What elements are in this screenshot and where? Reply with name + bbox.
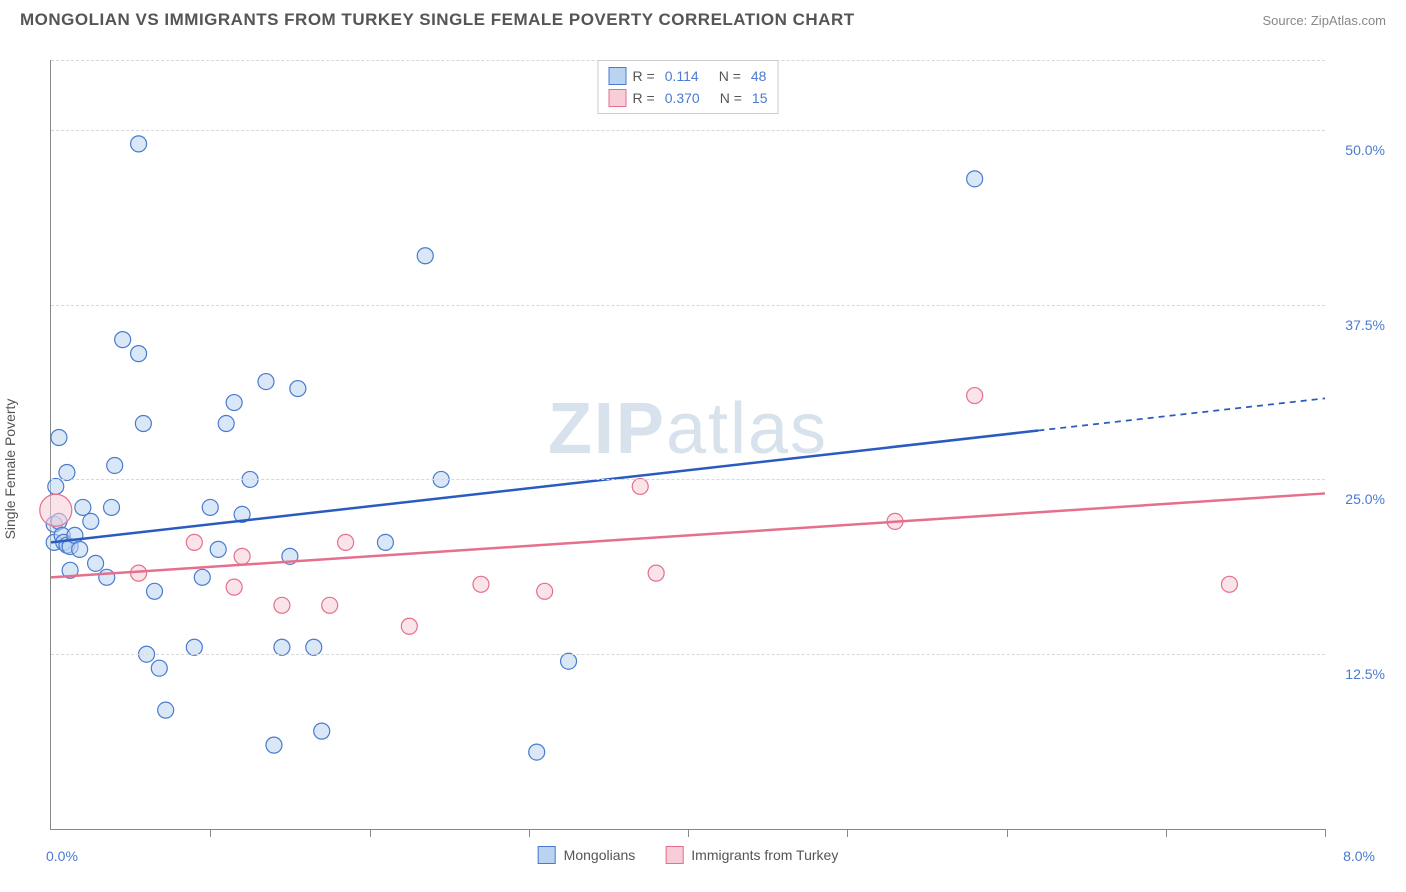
data-point — [967, 388, 983, 404]
data-point — [59, 464, 75, 480]
data-point — [135, 416, 151, 432]
legend-row-blue: R = 0.114 N = 48 — [609, 65, 768, 87]
n-label: N = — [719, 65, 741, 87]
data-point — [107, 457, 123, 473]
data-point — [194, 569, 210, 585]
data-point — [377, 534, 393, 550]
data-point — [131, 136, 147, 152]
correlation-legend: R = 0.114 N = 48 R = 0.370 N = 15 — [598, 60, 779, 114]
data-point — [401, 618, 417, 634]
legend-label: Immigrants from Turkey — [691, 847, 838, 863]
data-point — [226, 395, 242, 411]
data-point — [40, 494, 72, 526]
data-point — [151, 660, 167, 676]
chart-container: Single Female Poverty ZIPatlas R = 0.114… — [0, 45, 1406, 892]
data-point — [529, 744, 545, 760]
y-axis-label: Single Female Poverty — [2, 398, 18, 539]
data-point — [72, 541, 88, 557]
data-point — [218, 416, 234, 432]
x-tick — [210, 829, 211, 837]
grid-line — [51, 479, 1325, 480]
data-point — [158, 702, 174, 718]
data-point — [417, 248, 433, 264]
x-min-label: 0.0% — [46, 848, 78, 864]
data-point — [131, 346, 147, 362]
data-point — [104, 499, 120, 515]
x-tick — [529, 829, 530, 837]
legend-label: Mongolians — [564, 847, 636, 863]
data-point — [115, 332, 131, 348]
data-point — [561, 653, 577, 669]
data-point — [1221, 576, 1237, 592]
legend-swatch-pink — [609, 89, 627, 107]
data-point — [186, 534, 202, 550]
data-point — [266, 737, 282, 753]
x-tick — [1007, 829, 1008, 837]
x-tick — [1166, 829, 1167, 837]
data-point — [202, 499, 218, 515]
data-point — [648, 565, 664, 581]
data-point — [51, 430, 67, 446]
legend-item: Mongolians — [538, 846, 636, 864]
r-value: 0.370 — [665, 87, 700, 109]
data-point — [274, 597, 290, 613]
data-point — [88, 555, 104, 571]
data-point — [186, 639, 202, 655]
legend-swatch-pink — [665, 846, 683, 864]
y-tick-label: 37.5% — [1330, 317, 1385, 333]
n-value: 48 — [751, 65, 767, 87]
x-max-label: 8.0% — [1343, 848, 1375, 864]
data-point — [99, 569, 115, 585]
regression-line-dashed — [1038, 398, 1325, 430]
plot-svg — [51, 60, 1325, 829]
source-attribution: Source: ZipAtlas.com — [1262, 13, 1386, 28]
grid-line — [51, 305, 1325, 306]
data-point — [473, 576, 489, 592]
r-label: R = — [633, 87, 655, 109]
x-tick — [370, 829, 371, 837]
legend-swatch-blue — [538, 846, 556, 864]
plot-area: ZIPatlas R = 0.114 N = 48 R = 0.370 N = … — [50, 60, 1325, 830]
data-point — [632, 478, 648, 494]
y-tick-label: 12.5% — [1330, 666, 1385, 682]
n-value: 15 — [752, 87, 768, 109]
data-point — [226, 579, 242, 595]
x-tick — [1325, 829, 1326, 837]
x-tick — [847, 829, 848, 837]
data-point — [306, 639, 322, 655]
data-point — [290, 381, 306, 397]
y-tick-label: 25.0% — [1330, 491, 1385, 507]
data-point — [234, 548, 250, 564]
data-point — [338, 534, 354, 550]
data-point — [274, 639, 290, 655]
data-point — [314, 723, 330, 739]
data-point — [210, 541, 226, 557]
data-point — [147, 583, 163, 599]
legend-swatch-blue — [609, 67, 627, 85]
r-value: 0.114 — [665, 65, 699, 87]
grid-line — [51, 130, 1325, 131]
n-label: N = — [720, 87, 742, 109]
data-point — [75, 499, 91, 515]
grid-line — [51, 654, 1325, 655]
data-point — [322, 597, 338, 613]
data-point — [48, 478, 64, 494]
y-tick-label: 50.0% — [1330, 142, 1385, 158]
legend-item: Immigrants from Turkey — [665, 846, 838, 864]
data-point — [258, 374, 274, 390]
legend-row-pink: R = 0.370 N = 15 — [609, 87, 768, 109]
data-point — [537, 583, 553, 599]
r-label: R = — [633, 65, 655, 87]
series-legend: Mongolians Immigrants from Turkey — [538, 846, 839, 864]
chart-title: MONGOLIAN VS IMMIGRANTS FROM TURKEY SING… — [20, 10, 855, 30]
x-tick — [688, 829, 689, 837]
data-point — [83, 513, 99, 529]
data-point — [967, 171, 983, 187]
